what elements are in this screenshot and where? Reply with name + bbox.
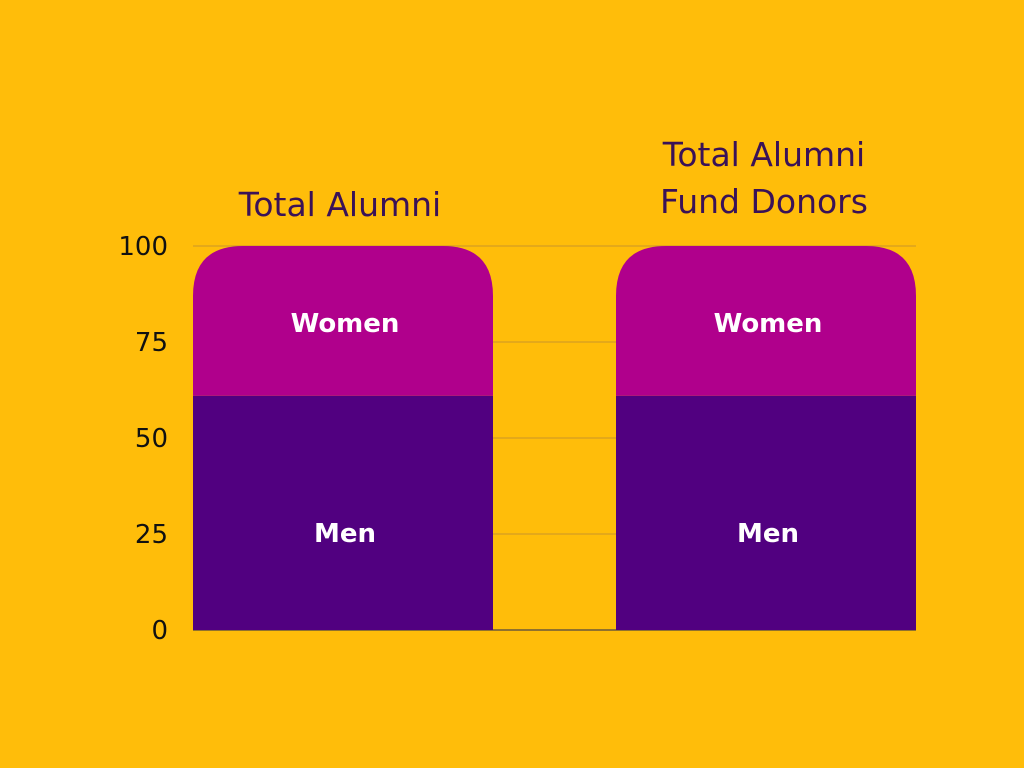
segment-label: Men — [737, 519, 799, 549]
bar-segment-women — [616, 246, 916, 396]
category-label: Total Alumni — [662, 135, 865, 174]
y-tick-label: 50 — [135, 424, 168, 454]
segment-label: Women — [714, 309, 823, 339]
y-tick-label: 25 — [135, 520, 168, 550]
bar-segment-men — [616, 395, 916, 630]
category-label: Fund Donors — [660, 182, 868, 221]
segment-label: Men — [314, 519, 376, 549]
bar-segment-men — [193, 395, 493, 630]
bar-segment-women — [193, 246, 493, 396]
y-tick-label: 0 — [151, 616, 168, 646]
segment-label: Women — [291, 309, 400, 339]
category-label: Total Alumni — [238, 185, 441, 224]
y-tick-label: 75 — [135, 328, 168, 358]
y-tick-label: 100 — [118, 232, 168, 262]
